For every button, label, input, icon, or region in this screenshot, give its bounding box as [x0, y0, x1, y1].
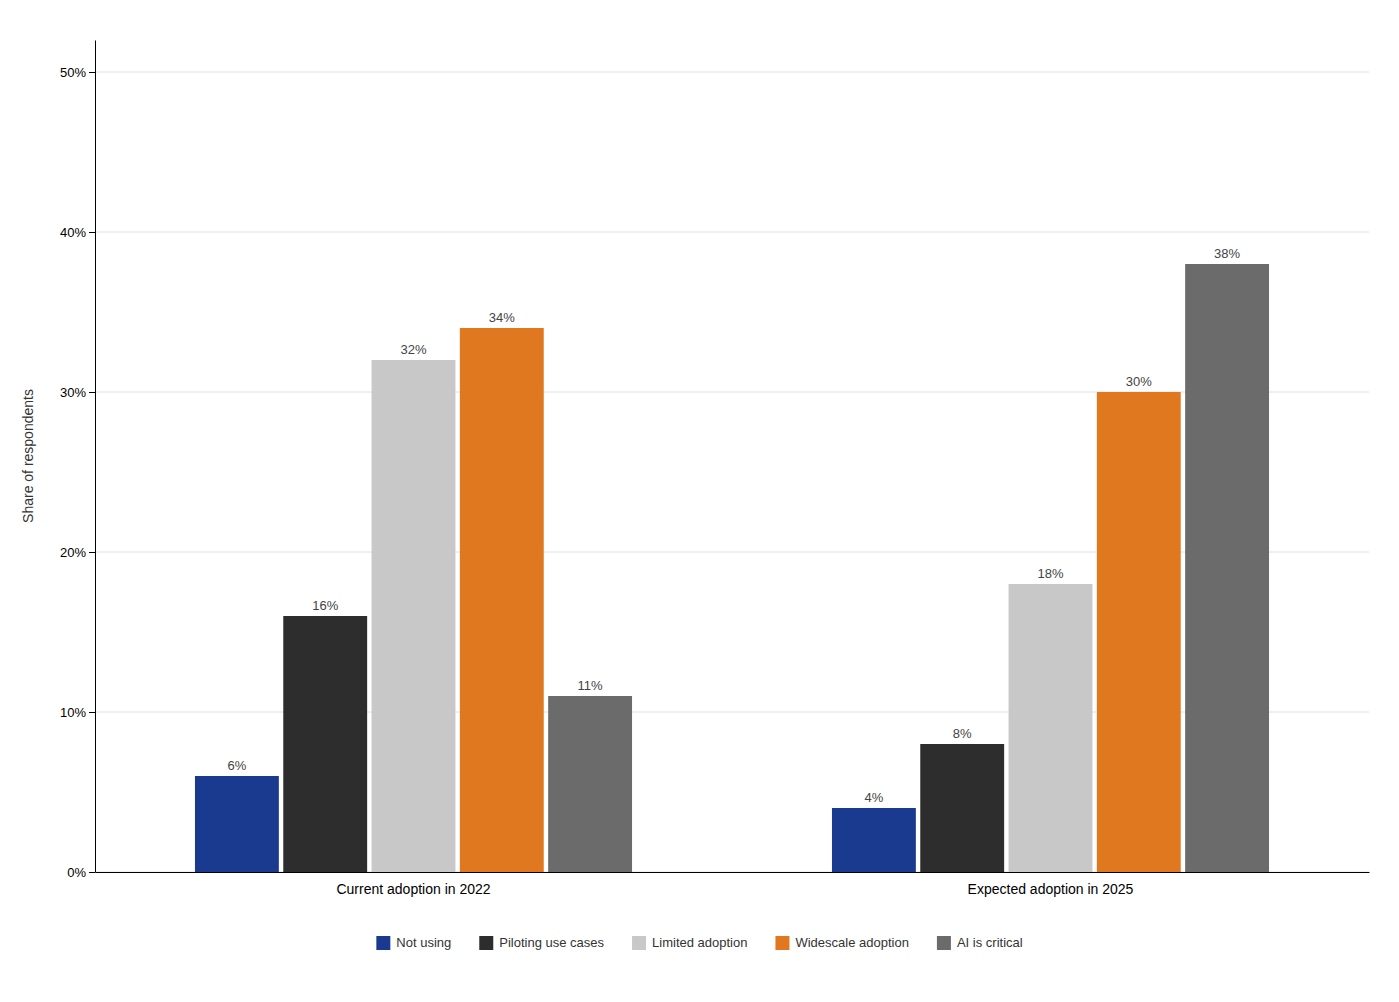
legend-item: Limited adoption — [632, 935, 747, 950]
bar — [1097, 392, 1181, 872]
x-axis: Current adoption in 2022 Expected adoptio… — [96, 873, 1370, 897]
chart: 0% 10% 20% 30% 40% 50% Current adoption in 202… — [0, 0, 1399, 1002]
y-axis-line — [95, 41, 96, 873]
bar — [1185, 264, 1269, 872]
data-label: 16% — [312, 598, 338, 613]
y-tick-label: 10% — [60, 705, 86, 720]
data-label: 38% — [1214, 246, 1240, 261]
bars — [195, 264, 1269, 872]
x-tick: Expected adoption in 2025 — [968, 881, 1134, 897]
x-axis-line — [96, 872, 1370, 873]
bar — [548, 696, 632, 872]
legend-swatch — [376, 936, 390, 950]
data-label: 32% — [400, 342, 426, 357]
data-label: 34% — [489, 310, 515, 325]
y-tick-mark — [89, 72, 95, 73]
grid — [95, 72, 1369, 872]
bar — [372, 360, 456, 872]
y-tick-mark — [89, 872, 95, 873]
y-axis: 0% 10% 20% 30% 40% 50% — [60, 41, 96, 880]
y-tick: 50% — [60, 65, 95, 80]
x-tick-label: Current adoption in 2022 — [336, 881, 490, 897]
y-tick-label: 30% — [60, 385, 86, 400]
y-tick: 0% — [67, 865, 95, 880]
y-tick: 40% — [60, 225, 95, 240]
bar — [283, 616, 367, 872]
legend-swatch — [937, 936, 951, 950]
legend-label: Piloting use cases — [499, 935, 604, 950]
legend: Not using Piloting use cases Limited adopt… — [376, 935, 1022, 950]
data-label: 8% — [953, 726, 972, 741]
data-labels: 6% 4% 16% 8% 32% 18% 34% 30% 11% 38% — [228, 246, 1241, 805]
y-tick-label: 0% — [67, 865, 86, 880]
y-tick-label: 50% — [60, 65, 86, 80]
y-tick-mark — [89, 712, 95, 713]
bar — [1009, 584, 1093, 872]
data-label: 11% — [578, 678, 603, 693]
legend-swatch — [479, 936, 493, 950]
y-tick-mark — [89, 552, 95, 553]
bar — [460, 328, 544, 872]
bar — [920, 744, 1004, 872]
y-axis-title: Share of respondents — [20, 389, 36, 523]
y-tick-label: 40% — [60, 225, 86, 240]
legend-label: AI is critical — [957, 935, 1023, 950]
legend-swatch — [775, 936, 789, 950]
bar — [195, 776, 279, 872]
legend-item: Widescale adoption — [775, 935, 908, 950]
legend-item: Piloting use cases — [479, 935, 604, 950]
legend-label: Limited adoption — [652, 935, 747, 950]
data-label: 30% — [1126, 374, 1152, 389]
y-tick-mark — [89, 232, 95, 233]
x-tick: Current adoption in 2022 — [336, 881, 490, 897]
grid-line — [95, 72, 1369, 73]
x-tick-label: Expected adoption in 2025 — [968, 881, 1134, 897]
y-tick-mark — [89, 392, 95, 393]
y-tick: 20% — [60, 545, 95, 560]
data-label: 6% — [228, 758, 247, 773]
data-label: 4% — [865, 790, 884, 805]
legend-item: Not using — [376, 935, 451, 950]
data-label: 18% — [1037, 566, 1063, 581]
legend-label: Not using — [396, 935, 451, 950]
legend-label: Widescale adoption — [795, 935, 908, 950]
legend-item: AI is critical — [937, 935, 1023, 950]
grid-line — [95, 232, 1369, 233]
y-tick: 10% — [60, 705, 95, 720]
y-tick-label: 20% — [60, 545, 86, 560]
plot: 0% 10% 20% 30% 40% 50% Current adoption in 202… — [20, 41, 1370, 897]
bar — [832, 808, 916, 872]
legend-swatch — [632, 936, 646, 950]
y-tick: 30% — [60, 385, 95, 400]
